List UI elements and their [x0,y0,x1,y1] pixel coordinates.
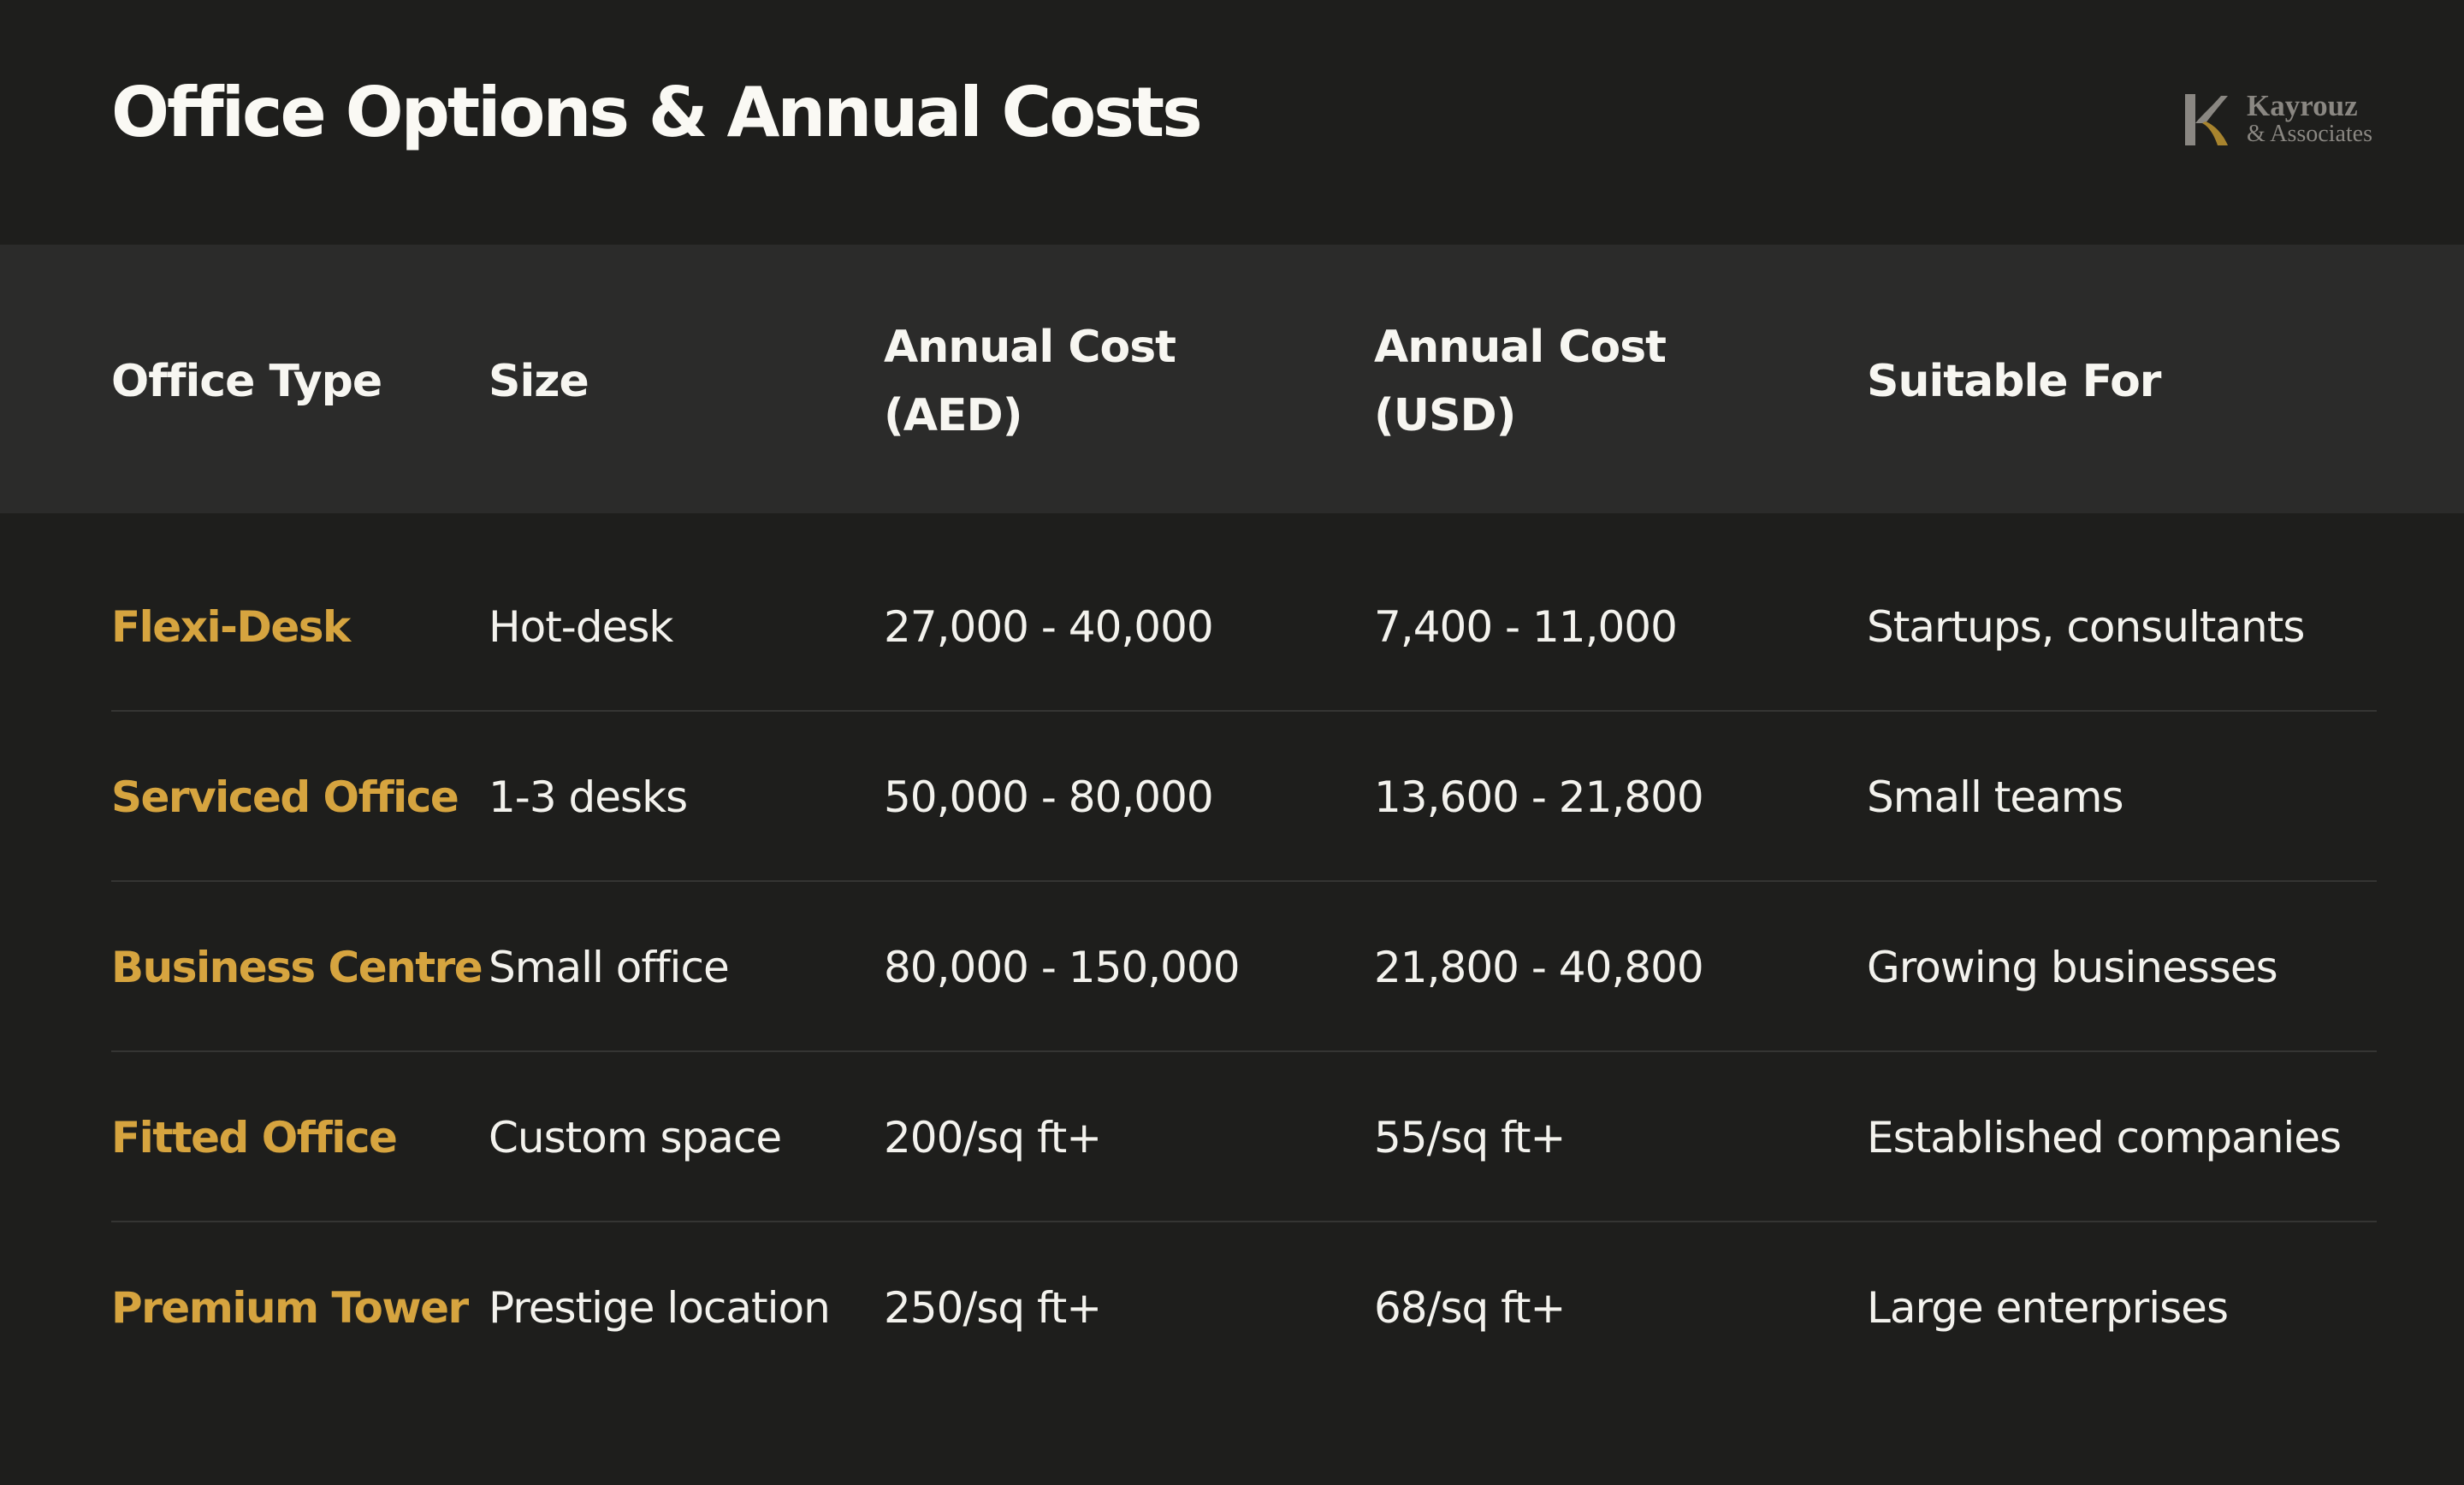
column-header-annual-cost-aed: Annual Cost (AED) [884,313,1243,450]
table-cell-annual-cost-aed: 27,000 - 40,000 [884,602,1214,652]
table-cell-annual-cost-usd: 7,400 - 11,000 [1374,602,1678,652]
row-divider [111,710,2377,712]
table-cell-suitable-for: Established companies [1867,1113,2342,1163]
table-cell-office-type: Business Centre [111,943,483,992]
table-cell-office-type: Serviced Office [111,772,459,822]
table-cell-size: Prestige location [489,1283,831,1333]
column-header-annual-cost-usd: Annual Cost (USD) [1374,313,1733,450]
table-cell-size: Hot-desk [489,602,673,652]
table-header-band [0,245,2464,513]
table-cell-annual-cost-aed: 80,000 - 150,000 [884,943,1241,992]
table-cell-annual-cost-usd: 68/sq ft+ [1374,1283,1566,1333]
brand-logo: Kayrouz & Associates [2177,89,2382,157]
column-header-line: Annual Cost [884,322,1176,373]
column-header-suitable-for: Suitable For [1867,347,2161,416]
column-header-line: Office Type [111,356,382,407]
column-header-size: Size [489,347,589,416]
table-cell-suitable-for: Startups, consultants [1867,602,2305,652]
logo-k-icon [2185,94,2228,145]
page-title: Office Options & Annual Costs [111,73,1203,152]
table-cell-size: Custom space [489,1113,782,1163]
brand-name: Kayrouz [2247,89,2358,122]
column-header-line: (USD) [1374,390,1516,441]
table-cell-annual-cost-usd: 13,600 - 21,800 [1374,772,1704,822]
table-cell-suitable-for: Small teams [1867,772,2124,822]
column-header-office-type: Office Type [111,347,382,416]
table-cell-office-type: Premium Tower [111,1283,469,1333]
table-cell-size: Small office [489,943,730,992]
column-header-line: Annual Cost [1374,322,1667,373]
table-cell-suitable-for: Large enterprises [1867,1283,2229,1333]
table-cell-office-type: Fitted Office [111,1113,398,1163]
column-header-line: Size [489,356,589,407]
table-cell-annual-cost-aed: 250/sq ft+ [884,1283,1102,1333]
table-cell-annual-cost-aed: 50,000 - 80,000 [884,772,1214,822]
table-cell-annual-cost-aed: 200/sq ft+ [884,1113,1102,1163]
row-divider [111,880,2377,882]
table-cell-suitable-for: Growing businesses [1867,943,2278,992]
column-header-line: (AED) [884,390,1022,441]
table-cell-annual-cost-usd: 55/sq ft+ [1374,1113,1566,1163]
table-cell-office-type: Flexi-Desk [111,602,351,652]
brand-subtitle: & Associates [2247,121,2372,147]
column-header-line: Suitable For [1867,356,2161,407]
row-divider [111,1221,2377,1222]
table-cell-size: 1-3 desks [489,772,688,822]
table-cell-annual-cost-usd: 21,800 - 40,800 [1374,943,1704,992]
row-divider [111,1050,2377,1052]
